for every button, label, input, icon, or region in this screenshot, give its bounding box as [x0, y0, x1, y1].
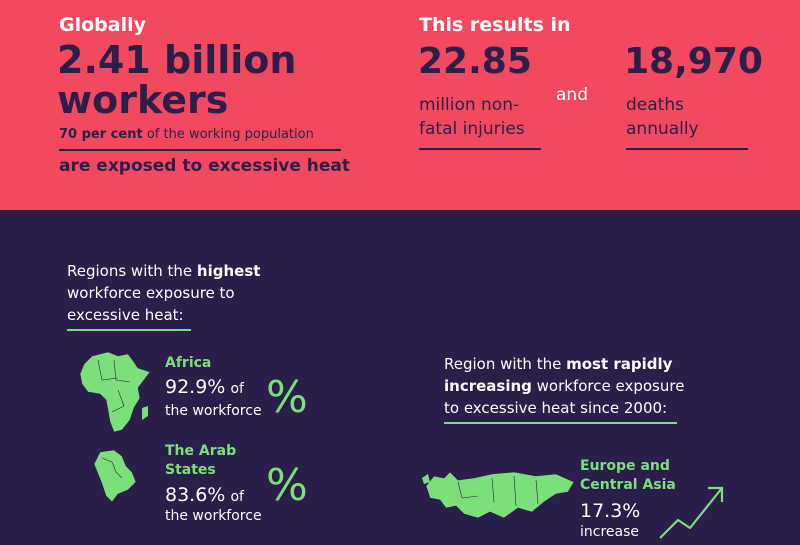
africa-workforce: the workforce: [165, 403, 262, 419]
percent-rest: of the working population: [146, 127, 314, 142]
trend-up-arrow-icon: [659, 486, 724, 539]
divider-line: [626, 148, 748, 150]
deaths-line2: annually: [626, 119, 699, 139]
globally-label: Globally: [59, 14, 146, 36]
africa-name: Africa: [165, 355, 212, 371]
arab-value-row: 83.6% of: [165, 484, 244, 506]
europe-value: 17.3%: [580, 500, 641, 522]
injuries-line1: million non-: [419, 95, 520, 115]
arab-states-map-icon: [93, 449, 137, 503]
results-label: This results in: [419, 14, 571, 36]
percent-symbol: %: [266, 460, 308, 511]
bottom-panel: Regions with the highest workforce expos…: [0, 210, 800, 545]
top-banner: Globally 2.41 billion workers 70 per cen…: [0, 0, 800, 210]
africa-value: 92.9%: [165, 376, 226, 398]
rapid-line2-rest: workforce exposure: [531, 377, 685, 395]
arab-name: The Arab States: [165, 442, 236, 480]
exposed-text: are exposed to excessive heat: [59, 156, 351, 176]
arab-of: of: [230, 489, 244, 505]
arab-name-line1: The Arab: [165, 443, 237, 459]
workers-count: 2.41 billion: [57, 38, 297, 82]
injuries-value: 22.85: [418, 41, 532, 82]
africa-map-icon: [79, 351, 151, 433]
divider-line: [59, 149, 341, 151]
workers-word: workers: [57, 78, 229, 122]
rapid-line1-bold: most rapidly: [566, 355, 673, 373]
percent-symbol: %: [266, 372, 308, 423]
arab-name-line2: States: [165, 462, 216, 478]
arab-value: 83.6%: [165, 484, 226, 506]
europe-increase: increase: [580, 524, 640, 540]
percent-bold: 70 per cent: [59, 127, 143, 142]
highest-line1-bold: highest: [196, 262, 261, 280]
deaths-line1: deaths: [626, 95, 684, 115]
highest-line1-pre: Regions with the: [67, 262, 197, 280]
europe-name-line2: Central Asia: [580, 477, 676, 493]
africa-of: of: [230, 381, 244, 397]
europe-central-asia-map-icon: [422, 471, 575, 519]
rapid-heading: Region with the most rapidly increasing …: [444, 353, 684, 419]
rapid-line1-pre: Region with the: [444, 355, 567, 373]
highest-line2: workforce exposure to: [67, 284, 235, 302]
divider-line: [419, 148, 541, 150]
and-word: and: [556, 85, 588, 105]
highest-line3: excessive heat:: [67, 306, 184, 324]
rapid-line3: to excessive heat since 2000:: [444, 399, 668, 417]
europe-name: Europe and Central Asia: [580, 457, 676, 495]
working-population-text: 70 per cent of the working population: [59, 127, 314, 142]
africa-value-row: 92.9% of: [165, 376, 244, 398]
highest-heading: Regions with the highest workforce expos…: [67, 260, 260, 326]
arab-workforce: the workforce: [165, 508, 262, 524]
divider-line: [67, 329, 191, 331]
deaths-value: 18,970: [624, 41, 763, 82]
rapid-line2-bold: increasing: [444, 377, 532, 395]
injuries-line2: fatal injuries: [419, 119, 525, 139]
europe-name-line1: Europe and: [580, 458, 670, 474]
divider-line: [444, 422, 677, 424]
